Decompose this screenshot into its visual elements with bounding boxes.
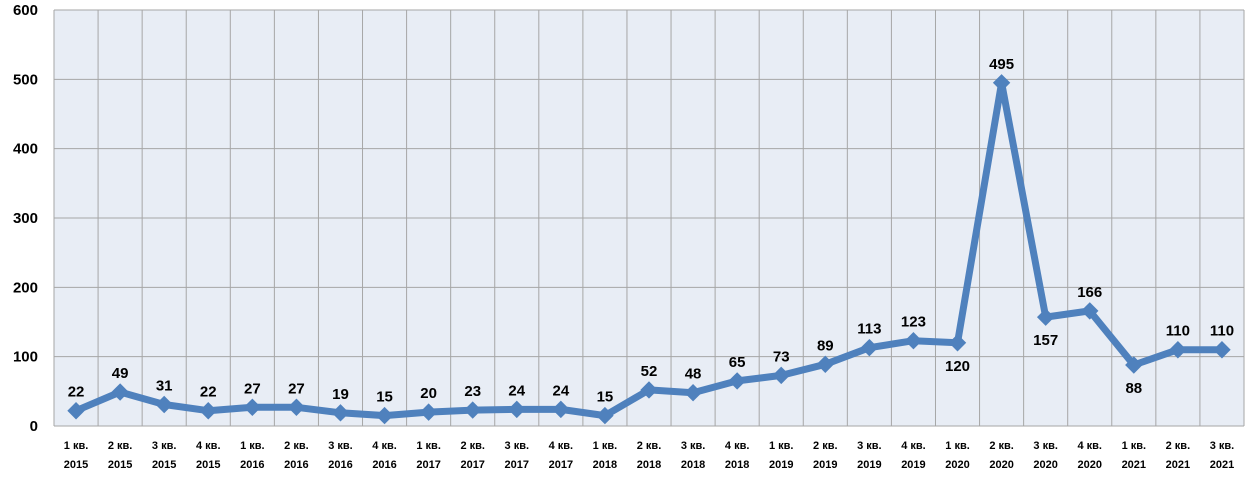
data-point-marker bbox=[375, 406, 394, 425]
data-label: 31 bbox=[156, 378, 173, 395]
data-label: 495 bbox=[989, 56, 1014, 73]
data-label: 120 bbox=[945, 358, 970, 375]
data-point-marker bbox=[640, 381, 658, 399]
data-label: 24 bbox=[508, 382, 525, 399]
data-label: 157 bbox=[1033, 332, 1058, 349]
x-tick-label: 2 кв. 2015 bbox=[108, 440, 133, 471]
x-tick-label: 3 кв. 2017 bbox=[505, 440, 530, 471]
y-tick-label: 500 bbox=[13, 71, 38, 88]
x-tick-label: 4 кв. 2015 bbox=[196, 440, 221, 471]
data-point-marker bbox=[1169, 341, 1187, 359]
data-label: 88 bbox=[1125, 380, 1142, 397]
x-tick-label: 2 кв. 2017 bbox=[460, 440, 485, 471]
y-tick-label: 400 bbox=[13, 141, 38, 158]
x-tick-label: 4 кв. 2020 bbox=[1077, 440, 1102, 471]
data-point-marker bbox=[287, 398, 306, 416]
data-label: 19 bbox=[332, 386, 349, 403]
data-label: 73 bbox=[773, 348, 790, 365]
data-label: 27 bbox=[288, 380, 305, 397]
data-point-marker bbox=[816, 355, 835, 374]
data-point-marker bbox=[463, 401, 482, 419]
data-label: 22 bbox=[200, 384, 217, 401]
data-label: 166 bbox=[1077, 284, 1102, 301]
y-tick-label: 300 bbox=[13, 210, 38, 227]
y-tick-label: 0 bbox=[30, 418, 38, 435]
data-point-marker bbox=[67, 402, 85, 420]
data-point-marker bbox=[331, 404, 350, 422]
data-label: 123 bbox=[901, 314, 926, 331]
data-label: 110 bbox=[1210, 323, 1234, 340]
x-tick-label: 4 кв. 2016 bbox=[372, 440, 397, 471]
x-tick-label: 1 кв. 2016 bbox=[240, 440, 265, 471]
data-label: 49 bbox=[112, 365, 129, 382]
data-point-marker bbox=[948, 334, 967, 352]
data-point-marker bbox=[992, 74, 1011, 92]
data-label: 89 bbox=[817, 337, 834, 354]
data-label: 22 bbox=[68, 384, 85, 401]
data-label: 23 bbox=[464, 383, 481, 400]
data-point-marker bbox=[1081, 302, 1099, 320]
data-label: 15 bbox=[597, 389, 614, 406]
data-point-marker bbox=[1125, 356, 1143, 374]
x-tick-label: 3 кв. 2016 bbox=[328, 440, 353, 471]
data-point-marker bbox=[243, 398, 262, 416]
data-point-marker bbox=[860, 338, 879, 357]
data-point-marker bbox=[508, 400, 526, 419]
y-tick-label: 100 bbox=[13, 349, 38, 366]
data-point-marker bbox=[552, 400, 570, 419]
data-point-marker bbox=[1213, 341, 1231, 359]
data-point-marker bbox=[199, 402, 217, 420]
data-label: 15 bbox=[376, 389, 393, 406]
y-tick-label: 600 bbox=[13, 2, 38, 19]
x-tick-label: 1 кв. 2019 bbox=[769, 440, 794, 471]
data-label: 20 bbox=[420, 385, 437, 402]
data-point-marker bbox=[772, 366, 790, 385]
data-label: 24 bbox=[553, 382, 570, 399]
x-tick-label: 1 кв. 2020 bbox=[945, 440, 970, 471]
y-tick-label: 200 bbox=[13, 279, 38, 296]
x-tick-label: 2 кв. 2018 bbox=[637, 440, 662, 471]
x-tick-label: 4 кв. 2017 bbox=[549, 440, 574, 471]
x-tick-label: 2 кв. 2019 bbox=[813, 440, 838, 471]
x-tick-label: 3 кв. 2019 bbox=[857, 440, 882, 471]
data-point-marker bbox=[1036, 308, 1055, 326]
x-tick-label: 1 кв. 2017 bbox=[416, 440, 441, 471]
data-label: 110 bbox=[1166, 323, 1190, 340]
data-point-marker bbox=[155, 395, 173, 414]
x-tick-label: 3 кв. 2021 bbox=[1210, 440, 1235, 471]
data-point-marker bbox=[419, 403, 438, 421]
x-tick-label: 2 кв. 2021 bbox=[1166, 440, 1191, 471]
data-point-marker bbox=[728, 372, 746, 390]
x-tick-label: 2 кв. 2020 bbox=[989, 440, 1014, 471]
data-label: 52 bbox=[641, 363, 658, 380]
data-point-marker bbox=[596, 406, 614, 425]
data-label: 65 bbox=[729, 354, 746, 371]
x-tick-label: 3 кв. 2015 bbox=[152, 440, 177, 471]
data-label: 113 bbox=[857, 321, 881, 338]
x-tick-label: 4 кв. 2019 bbox=[901, 440, 926, 471]
x-tick-label: 3 кв. 2018 bbox=[681, 440, 706, 471]
data-label: 48 bbox=[685, 366, 702, 383]
x-tick-label: 1 кв. 2021 bbox=[1122, 440, 1147, 471]
x-tick-label: 1 кв. 2018 bbox=[593, 440, 618, 471]
data-point-marker bbox=[111, 383, 129, 401]
x-tick-label: 1 кв. 2015 bbox=[64, 440, 89, 471]
x-tick-label: 3 кв. 2020 bbox=[1033, 440, 1058, 471]
x-tick-label: 2 кв. 2016 bbox=[284, 440, 309, 471]
data-label: 27 bbox=[244, 380, 261, 397]
x-tick-label: 4 кв. 2018 bbox=[725, 440, 750, 471]
data-point-marker bbox=[684, 384, 702, 402]
data-point-marker bbox=[904, 332, 923, 350]
